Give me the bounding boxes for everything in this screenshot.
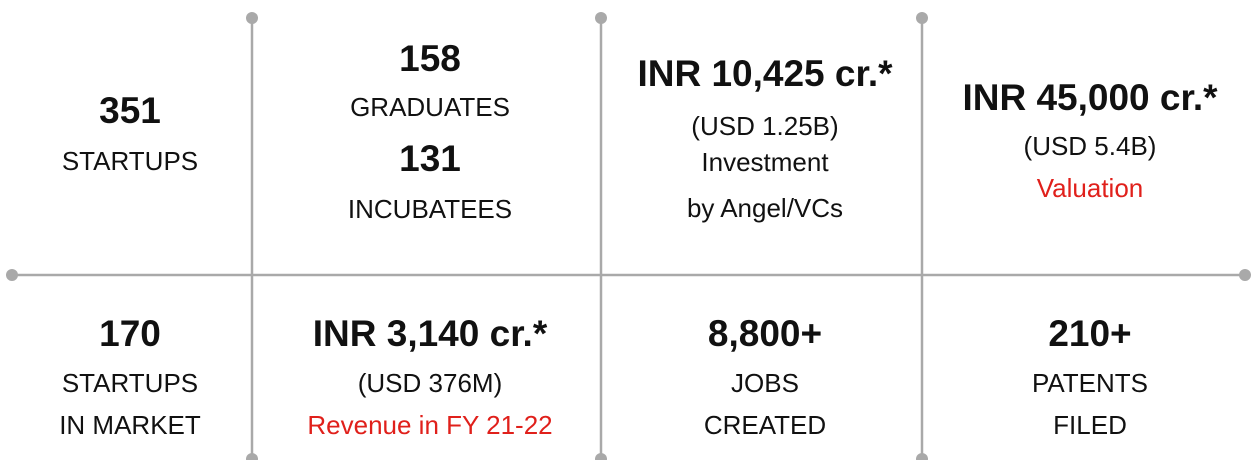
stat-figure: 8,800+ — [708, 313, 822, 354]
dot — [595, 12, 607, 24]
stat-highlight: Revenue in FY 21-22 — [307, 410, 552, 440]
stat-figure: 210+ — [1048, 313, 1131, 354]
cell: 158 GRADUATES 131 INCUBATEES — [348, 38, 512, 224]
stat-figure: 351 — [99, 90, 161, 131]
dot — [1239, 269, 1251, 281]
cell: INR 10,425 cr.* (USD 1.25B) Investment b… — [637, 53, 893, 223]
dot — [916, 12, 928, 24]
stat-label: (USD 5.4B) — [1024, 131, 1157, 161]
stat-label: INCUBATEES — [348, 194, 512, 224]
dot — [6, 269, 18, 281]
dot — [246, 453, 258, 460]
stat-figure: 170 — [99, 313, 161, 354]
stat-label: (USD 1.25B) — [691, 111, 838, 141]
cell: INR 45,000 cr.* (USD 5.4B) Valuation — [962, 77, 1218, 203]
stat-label: CREATED — [704, 410, 826, 440]
stat-figure: INR 10,425 cr.* — [637, 53, 893, 94]
stat-label: GRADUATES — [350, 92, 510, 122]
stat-label: FILED — [1053, 410, 1127, 440]
cell: 170 STARTUPS IN MARKET — [59, 313, 201, 440]
stat-label: by Angel/VCs — [687, 193, 843, 223]
stat-figure: 131 — [399, 138, 461, 179]
cell: 8,800+ JOBS CREATED — [704, 313, 826, 440]
stat-figure: INR 3,140 cr.* — [313, 313, 548, 354]
stat-label: STARTUPS — [62, 368, 198, 398]
stat-label: IN MARKET — [59, 410, 201, 440]
stat-label: Investment — [701, 147, 829, 177]
dot — [246, 12, 258, 24]
stat-label: (USD 376M) — [358, 368, 502, 398]
stat-label: STARTUPS — [62, 146, 198, 176]
cell: 351 STARTUPS — [62, 90, 198, 176]
cell: 210+ PATENTS FILED — [1032, 313, 1148, 440]
stat-highlight: Valuation — [1037, 173, 1144, 203]
dot — [595, 453, 607, 460]
stat-figure: INR 45,000 cr.* — [962, 77, 1218, 118]
dot — [916, 453, 928, 460]
stat-label: JOBS — [731, 368, 799, 398]
cell: INR 3,140 cr.* (USD 376M) Revenue in FY … — [307, 313, 552, 440]
stat-figure: 158 — [399, 38, 461, 79]
grid-lines — [6, 12, 1251, 460]
stat-label: PATENTS — [1032, 368, 1148, 398]
